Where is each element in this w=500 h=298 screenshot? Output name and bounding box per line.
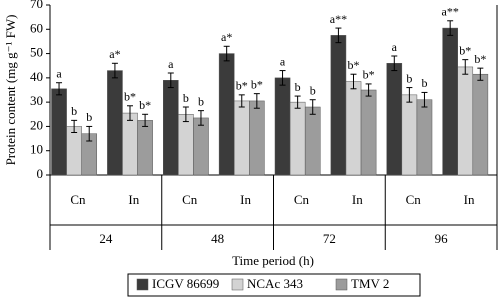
bar	[178, 114, 194, 176]
annotation: b*	[236, 79, 248, 93]
y-tick-label: 40	[30, 69, 43, 84]
legend-label: TMV 2	[351, 276, 389, 291]
x-tick-label: In	[352, 192, 363, 207]
bar	[193, 117, 209, 176]
annotation: b	[406, 71, 412, 85]
annotation: b*	[459, 43, 471, 57]
bar	[137, 120, 153, 176]
bar	[274, 77, 291, 176]
y-tick-label: 70	[30, 0, 43, 11]
group-label: 24	[99, 231, 113, 246]
annotation: b*	[124, 90, 136, 104]
bar	[401, 94, 418, 176]
y-tick-label: 60	[30, 20, 43, 35]
annotation: b	[310, 83, 316, 97]
bar	[163, 80, 179, 176]
y-tick-label: 10	[30, 142, 43, 157]
legend-swatch	[136, 278, 149, 291]
annotation: a*	[109, 47, 120, 61]
bar	[345, 81, 362, 176]
y-tick-label: 50	[30, 45, 43, 60]
annotation: b*	[251, 77, 263, 91]
bar	[330, 35, 347, 176]
legend-box	[127, 273, 421, 297]
x-tick-label: In	[128, 192, 139, 207]
annotation: b*	[348, 58, 360, 72]
bar	[442, 27, 458, 176]
x-tick-label: In	[464, 192, 475, 207]
bar	[457, 66, 474, 176]
x-tick-label: Cn	[406, 192, 422, 207]
bar	[472, 73, 489, 176]
legend-swatch	[335, 278, 348, 291]
bar	[386, 63, 403, 176]
bar	[66, 126, 82, 176]
bar	[304, 106, 321, 176]
group-label: 96	[435, 231, 449, 246]
y-tick-label: 0	[37, 166, 44, 181]
annotation: b	[421, 76, 427, 90]
group-label: 48	[211, 231, 224, 246]
y-tick-label: 30	[30, 93, 43, 108]
annotation: a	[280, 54, 286, 68]
annotation: a*	[221, 30, 232, 44]
bar	[249, 100, 265, 176]
annotation: b*	[474, 52, 486, 66]
legend-label: NCAc 343	[247, 276, 303, 291]
annotation: b*	[139, 98, 151, 112]
annotation: a**	[442, 5, 459, 19]
annotation: a**	[330, 12, 347, 26]
annotation: b	[198, 94, 204, 108]
bar	[289, 101, 306, 176]
annotation: b*	[363, 68, 375, 82]
annotation: a	[392, 40, 398, 54]
x-tick-label: Cn	[182, 192, 198, 207]
bar	[416, 99, 433, 176]
bar	[360, 89, 377, 176]
y-tick-label: 20	[30, 117, 43, 132]
x-tick-label: Cn	[294, 192, 310, 207]
annotation: b	[295, 80, 301, 94]
bar	[122, 112, 138, 176]
y-axis-label: Protein content (mg g⁻¹ FW)	[3, 15, 18, 166]
x-tick-label: Cn	[70, 192, 86, 207]
bar	[218, 53, 235, 176]
bar	[51, 88, 67, 176]
x-tick-label: In	[240, 192, 251, 207]
x-axis-label: Time period (h)	[232, 253, 314, 268]
annotation: b	[71, 104, 77, 118]
legend-swatch	[231, 278, 244, 291]
annotation: b	[183, 91, 189, 105]
bar	[233, 100, 250, 176]
annotation: a	[168, 57, 174, 71]
legend-label: ICGV 86699	[152, 276, 219, 291]
annotation: b	[86, 110, 92, 124]
bar	[107, 70, 123, 176]
annotation: a	[56, 66, 62, 80]
group-label: 72	[323, 231, 336, 246]
